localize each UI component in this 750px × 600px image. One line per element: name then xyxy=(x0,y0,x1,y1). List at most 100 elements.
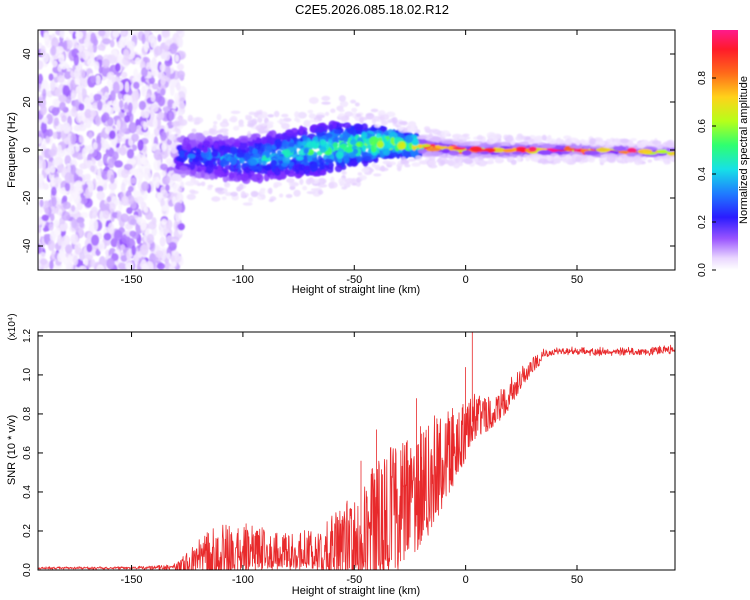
spectrogram-cell xyxy=(53,220,60,228)
spectrogram-cell xyxy=(261,160,267,166)
spectrogram-cell xyxy=(61,235,71,246)
spectrogram-cell xyxy=(97,159,104,167)
spectrogram-cell xyxy=(223,134,229,141)
spectrogram-cell xyxy=(286,178,295,183)
y-tick-label: 0.8 xyxy=(22,407,33,421)
spectrogram-cell xyxy=(105,249,110,256)
spectrogram-cell xyxy=(194,117,201,124)
spectrogram-cell xyxy=(120,254,128,262)
spectrogram-cell xyxy=(64,172,73,184)
spectrogram-cell xyxy=(73,68,81,79)
x-tick-label: -100 xyxy=(232,274,254,286)
spectrogram-cell xyxy=(65,39,73,50)
spectrogram-cell xyxy=(354,123,364,131)
spectrogram-cell xyxy=(276,120,286,124)
spectrogram-cell xyxy=(303,147,309,155)
spectrogram-cell xyxy=(201,150,210,159)
spectrogram-cell xyxy=(97,44,106,51)
spectrogram-cell xyxy=(51,107,60,116)
spectrogram-cell xyxy=(127,195,135,205)
spectrogram-cell xyxy=(270,159,278,166)
spectrogram-cell xyxy=(54,88,62,97)
spectrogram-cell xyxy=(345,146,351,153)
spectrogram-cell xyxy=(64,71,72,80)
spectrogram-cell xyxy=(575,156,582,162)
spectrogram-cell xyxy=(310,140,317,148)
spectrogram-cell xyxy=(143,206,149,213)
spectrogram-cell xyxy=(39,199,44,208)
spectrogram-cell xyxy=(458,136,465,140)
spectrogram-cell xyxy=(561,151,571,155)
spectrogram-cell xyxy=(257,165,262,172)
spectrogram-cell xyxy=(224,191,233,197)
spectrogram-cell xyxy=(64,244,73,254)
spectrogram-cell xyxy=(382,160,391,165)
spectrogram-cell xyxy=(338,108,345,113)
spectrogram-cell xyxy=(389,131,398,140)
spectrogram-cell xyxy=(134,168,141,179)
spectrogram-cell xyxy=(175,82,181,91)
spectrogram-cell xyxy=(168,265,174,270)
spectrogram-cell xyxy=(49,260,54,270)
spectrogram-cell xyxy=(313,119,319,123)
spectrogram-cell xyxy=(72,255,79,266)
spectrogram-cell xyxy=(40,258,48,265)
spectrogram-cell xyxy=(257,194,266,201)
spectrogram-cell xyxy=(221,196,227,201)
spectrogram-cell xyxy=(107,157,115,169)
spectrogram-cell xyxy=(294,111,300,118)
spectrogram-cell xyxy=(655,157,661,161)
spectrogram-cell xyxy=(123,163,133,171)
colorbar-ticks: 0.0 0.2 0.4 0.6 0.8 xyxy=(697,71,716,277)
spectrogram-cell xyxy=(228,137,236,145)
spectrogram-cell xyxy=(441,140,458,145)
spectrogram-cell xyxy=(61,115,67,123)
spectrogram-cell xyxy=(186,143,192,153)
spectrogram-cell xyxy=(427,160,437,167)
spectrogram-cell xyxy=(339,133,344,138)
spectrogram-cell xyxy=(316,126,325,133)
spectrogram-cell xyxy=(233,142,241,148)
spectrogram-cell xyxy=(53,117,60,127)
spectrogram-cell xyxy=(209,173,215,181)
spectrogram-cell xyxy=(139,244,149,256)
spectrogram-cell xyxy=(344,177,355,184)
spectrogram-cell xyxy=(202,130,210,136)
spectrogram-cell xyxy=(508,156,515,161)
spectrogram-cell xyxy=(327,139,333,146)
y-tick-label: 40 xyxy=(22,48,33,60)
spectrogram-cell xyxy=(133,68,139,79)
spectrogram-cell xyxy=(175,128,181,135)
spectrogram-cell xyxy=(229,156,238,166)
colorbar-tick-label: 0.0 xyxy=(697,263,708,277)
spectrogram-cell xyxy=(630,137,637,142)
spectrogram-cell xyxy=(303,120,311,127)
spectrogram-cell xyxy=(92,210,98,220)
spectrogram-cell xyxy=(488,157,494,164)
spectrogram-cell xyxy=(71,90,77,97)
spectrogram-cell xyxy=(478,160,485,164)
figure-title: C2E5.2026.085.18.02.R12 xyxy=(295,2,449,17)
spectrogram-x-label: Height of straight line (km) xyxy=(292,284,420,296)
spectrogram-cell xyxy=(417,143,423,149)
spectrogram-cell xyxy=(75,168,84,176)
spectrogram-cell xyxy=(54,227,62,238)
spectrogram-cell xyxy=(361,167,370,173)
spectrogram-cell xyxy=(152,117,158,129)
spectrogram-cell xyxy=(440,160,446,166)
spectrogram-cell xyxy=(286,130,294,137)
spectrogram-cell xyxy=(284,168,291,175)
spectrogram-cell xyxy=(65,261,72,270)
spectrogram-cell xyxy=(68,195,73,203)
spectrogram-cell xyxy=(42,88,47,100)
spectrogram-cell xyxy=(273,181,283,187)
spectrogram-cell xyxy=(81,88,87,100)
spectrogram-cell xyxy=(164,50,171,61)
spectrogram-cell xyxy=(340,115,350,122)
spectrogram-cell xyxy=(230,115,238,123)
spectrogram-cell xyxy=(153,159,162,171)
spectrogram-cell xyxy=(102,112,110,122)
spectrogram-cell xyxy=(90,165,96,173)
y-tick-label: 0.4 xyxy=(22,485,33,499)
